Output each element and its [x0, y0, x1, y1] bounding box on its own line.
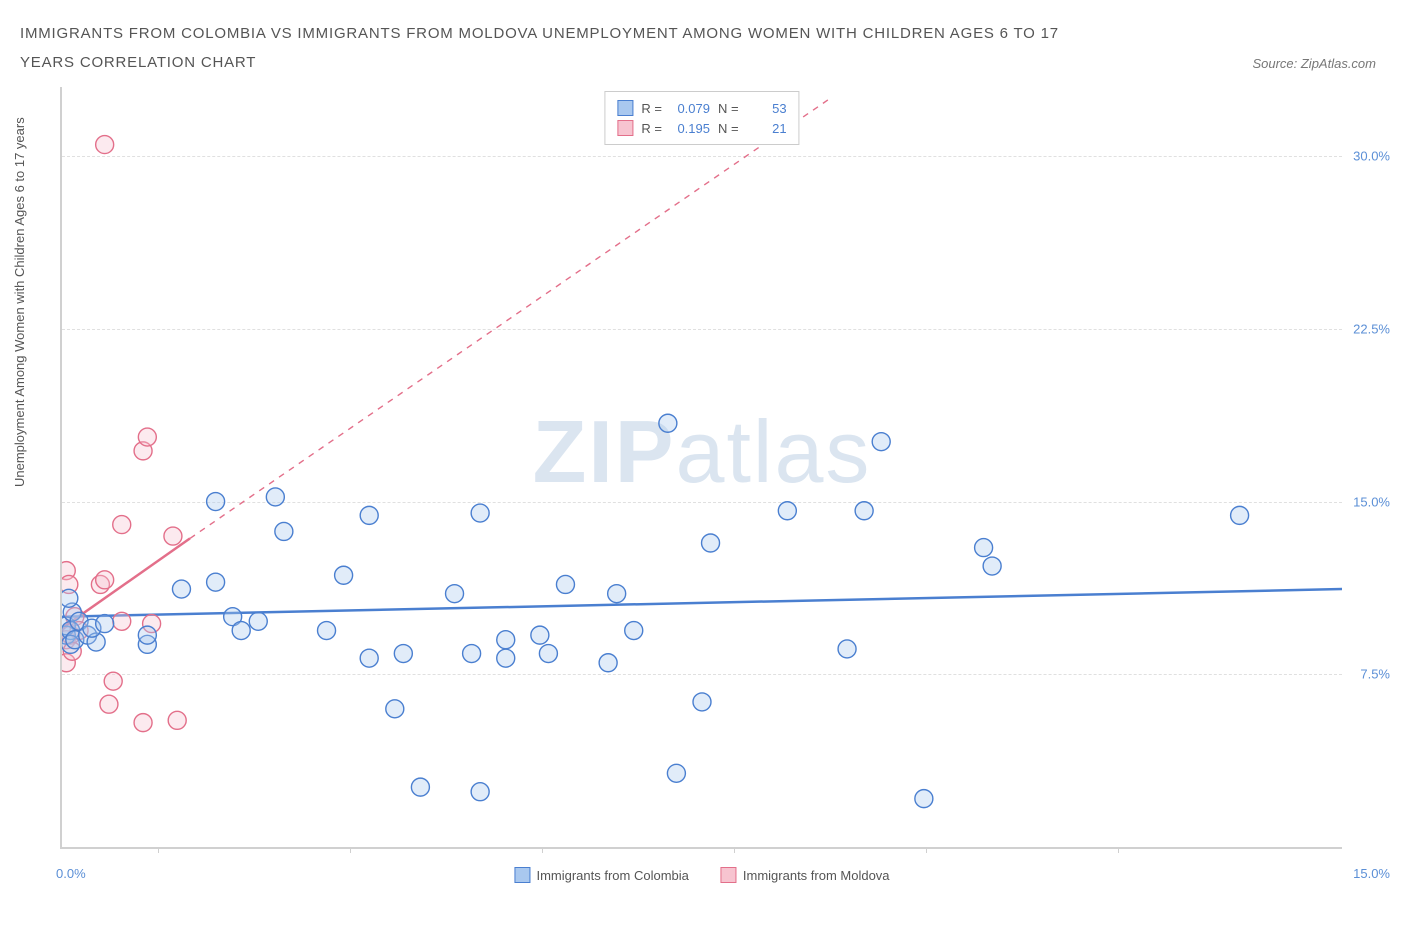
legend-item: Immigrants from Colombia — [514, 867, 688, 883]
x-tick — [1118, 847, 1119, 853]
x-tick — [926, 847, 927, 853]
x-tick — [350, 847, 351, 853]
y-tick-label: 22.5% — [1353, 321, 1390, 336]
source-prefix: Source: — [1252, 56, 1300, 71]
x-min-label: 0.0% — [56, 866, 86, 881]
x-tick — [734, 847, 735, 853]
legend-swatch — [514, 867, 530, 883]
legend-label: Immigrants from Moldova — [743, 868, 890, 883]
legend-text: R = — [641, 101, 662, 116]
y-axis-label: Unemployment Among Women with Children A… — [12, 117, 27, 487]
source-label: Source: ZipAtlas.com — [1252, 56, 1376, 71]
chart-area: Unemployment Among Women with Children A… — [20, 87, 1386, 907]
legend-text: N = — [718, 101, 739, 116]
plot-area: ZIPatlas R =0.079N =53R =0.195N =21 Immi… — [60, 87, 1342, 849]
legend-item: Immigrants from Moldova — [721, 867, 890, 883]
source-name: ZipAtlas.com — [1301, 56, 1376, 71]
legend-text: 53 — [747, 101, 787, 116]
y-tick-label: 30.0% — [1353, 149, 1390, 164]
chart-title: IMMIGRANTS FROM COLOMBIA VS IMMIGRANTS F… — [20, 20, 1080, 77]
legend-text: R = — [641, 121, 662, 136]
x-tick — [158, 847, 159, 853]
legend-swatch — [617, 120, 633, 136]
legend-stats-panel: R = 0.079 N = 53 R = 0.195 N = 21 — [604, 91, 799, 145]
plot-svg — [62, 87, 1342, 847]
x-tick — [542, 847, 543, 853]
legend-stats-row: R = 0.195 N = 21 — [617, 118, 786, 138]
legend-stats-row: R = 0.079 N = 53 — [617, 98, 786, 118]
legend-text: N = — [718, 121, 739, 136]
legend-label: Immigrants from Colombia — [536, 868, 688, 883]
legend-text: 0.079 — [670, 101, 710, 116]
x-max-label: 15.0% — [1353, 866, 1390, 881]
legend-text: 21 — [747, 121, 787, 136]
y-tick-label: 15.0% — [1353, 494, 1390, 509]
y-tick-label: 7.5% — [1360, 667, 1390, 682]
legend-swatch — [617, 100, 633, 116]
legend-swatch — [721, 867, 737, 883]
bottom-legend: Immigrants from Colombia Immigrants from … — [514, 867, 889, 883]
legend-text: 0.195 — [670, 121, 710, 136]
